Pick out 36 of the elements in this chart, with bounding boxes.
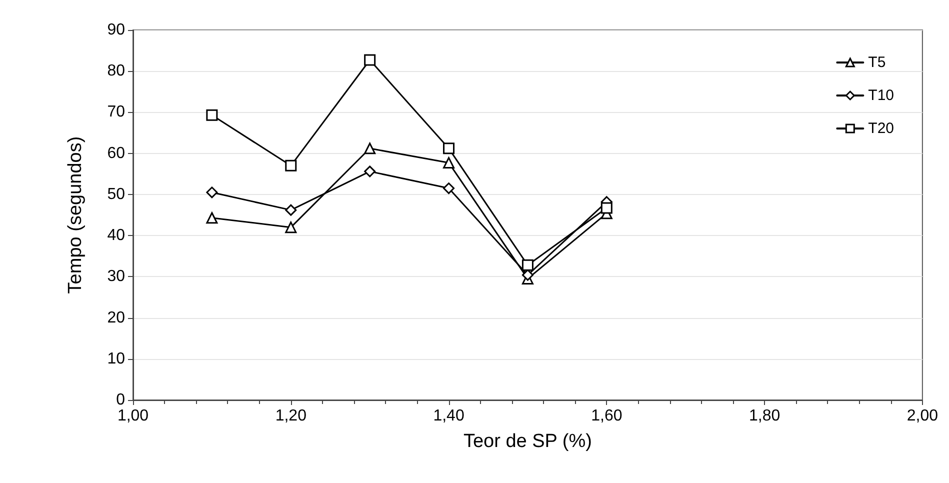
point [364,166,376,178]
x-tick-label: 1,20 [275,408,307,424]
y-tick-label: 60 [107,144,126,162]
point [206,186,218,198]
x-tick-label: 2,00 [906,408,938,424]
x-axis-title: Teor de SP (%) [463,431,592,452]
point [206,109,218,121]
point [364,142,376,154]
legend-label: T5 [868,54,886,71]
y-tick-label: 0 [116,392,126,408]
legend-label: T20 [868,120,894,137]
y-axis-title: Tempo (segundos) [65,136,86,294]
y-tick-label: 50 [107,186,126,203]
y-tick-label: 10 [107,350,126,368]
point [206,212,218,224]
point [364,54,376,66]
y-tick-label: 30 [107,268,126,286]
y-tick-label: 90 [107,22,126,38]
point [443,182,455,194]
y-tick-label: 40 [107,227,126,244]
point [285,204,297,216]
point [522,259,534,271]
y-tick-label: 20 [107,309,126,326]
point [443,142,455,154]
y-tick-label: 70 [107,104,126,121]
point [443,157,455,169]
y-tick-label: 80 [107,62,126,80]
point [285,160,297,172]
x-tick-label: 1,00 [117,408,149,424]
x-tick-label: 1,60 [591,408,622,424]
x-tick-label: 1,40 [433,408,464,424]
legend-label: T10 [868,87,894,104]
point [600,202,612,214]
point [522,269,534,281]
x-tick-label: 1,80 [748,408,780,424]
point [285,222,297,234]
